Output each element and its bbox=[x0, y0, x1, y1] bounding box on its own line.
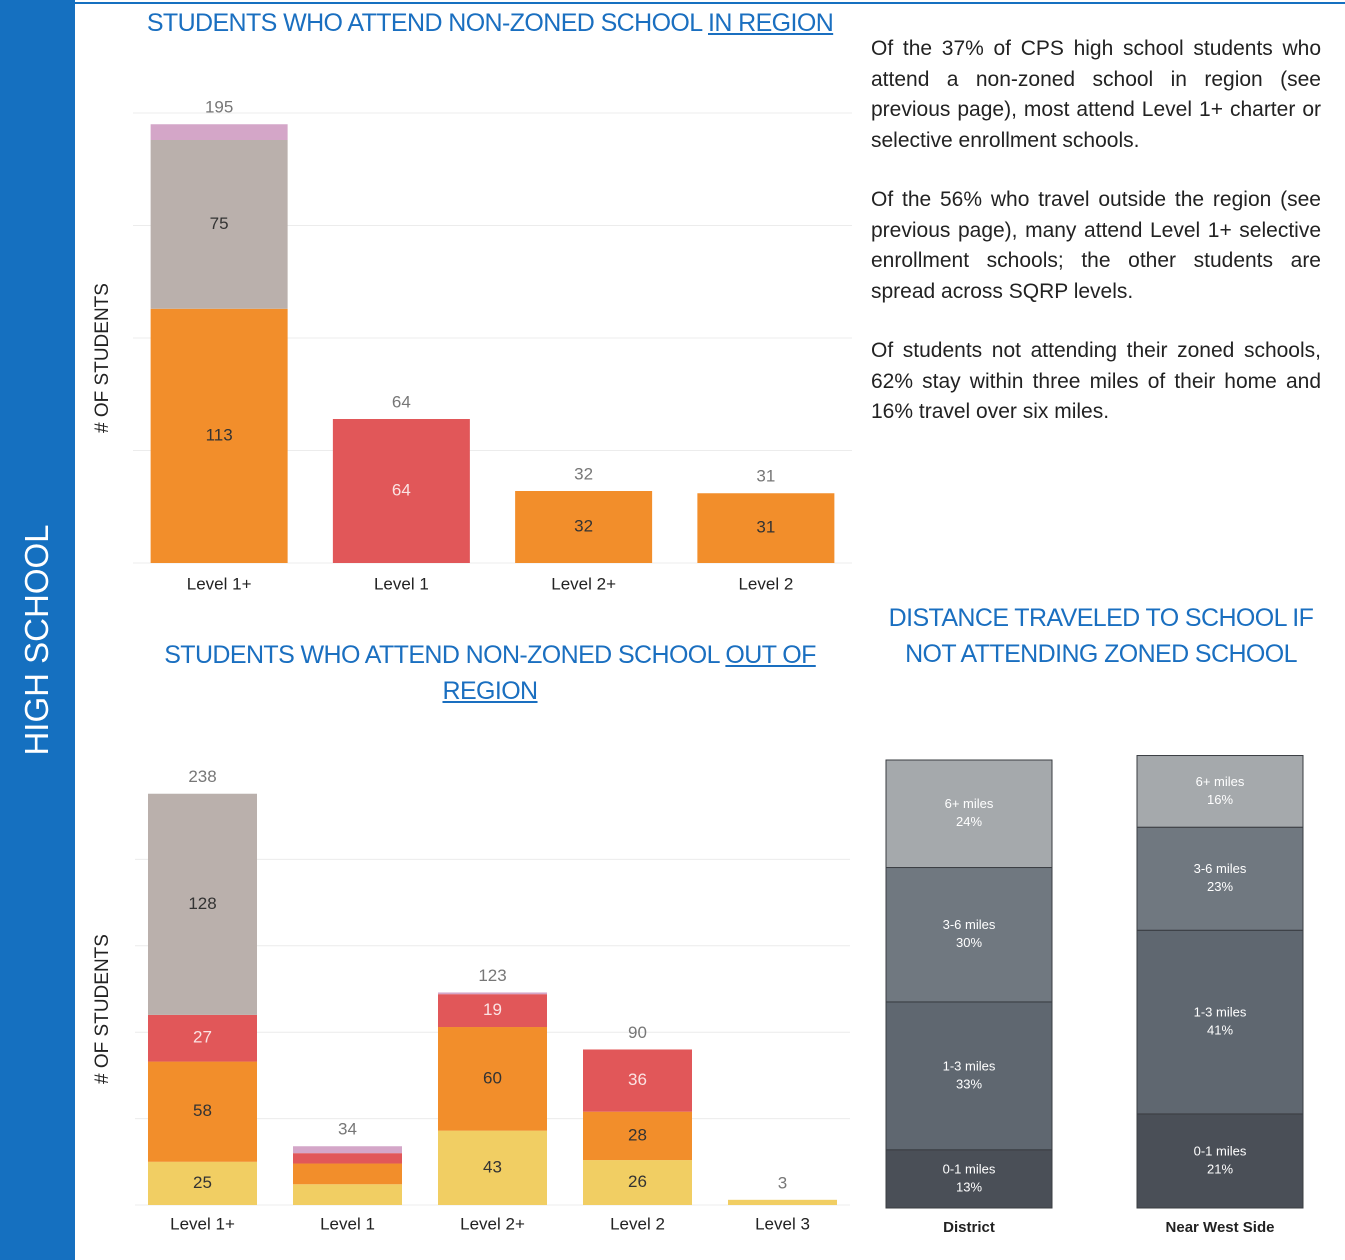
total-label: 34 bbox=[338, 1120, 357, 1139]
x-tick-label: Level 3 bbox=[755, 1214, 810, 1233]
bar-segment bbox=[1136, 755, 1304, 828]
data-label: 23% bbox=[1207, 879, 1233, 894]
bar-segment bbox=[293, 1153, 402, 1164]
x-tick-label: Level 2+ bbox=[551, 574, 616, 593]
segment-name: 3-6 miles bbox=[1194, 861, 1247, 876]
bar-segment bbox=[150, 308, 288, 563]
segment-name: 1-3 miles bbox=[1194, 1005, 1247, 1020]
data-label: 128 bbox=[188, 894, 216, 913]
data-label: 30% bbox=[956, 935, 982, 950]
title-text: DISTANCE TRAVELED TO SCHOOL IF NOT ATTEN… bbox=[888, 604, 1314, 668]
segment-name: 0-1 miles bbox=[943, 1161, 996, 1176]
bar-segment bbox=[1136, 1113, 1304, 1209]
bar-segment bbox=[438, 1130, 547, 1205]
data-label: 75 bbox=[210, 214, 229, 233]
segment-name: 3-6 miles bbox=[943, 917, 996, 932]
x-tick-label: Level 1+ bbox=[187, 574, 252, 593]
segment-name: 1-3 miles bbox=[943, 1058, 996, 1073]
data-label: 28 bbox=[628, 1125, 647, 1144]
data-label: 113 bbox=[206, 425, 233, 444]
data-label: 26 bbox=[628, 1172, 647, 1191]
data-label: 60 bbox=[483, 1068, 502, 1087]
bar-segment bbox=[150, 140, 288, 309]
bar-segment bbox=[583, 1049, 692, 1112]
data-label: 32 bbox=[574, 516, 593, 535]
data-label: 36 bbox=[628, 1070, 647, 1089]
chart-title: STUDENTS WHO ATTEND NON-ZONED SCHOOL OUT… bbox=[135, 637, 845, 709]
x-tick-label: Near West Side bbox=[1166, 1219, 1275, 1236]
bar-segment bbox=[583, 1160, 692, 1205]
total-label: 64 bbox=[392, 392, 411, 411]
data-label: 41% bbox=[1207, 1023, 1233, 1038]
chart-title: STUDENTS WHO ATTEND NON-ZONED SCHOOL IN … bbox=[140, 5, 840, 41]
bar-segment bbox=[697, 493, 835, 563]
bar-segment bbox=[148, 1061, 257, 1162]
top-rule bbox=[75, 2, 1345, 4]
bar-segment bbox=[148, 1161, 257, 1205]
segment-name: 0-1 miles bbox=[1194, 1143, 1247, 1158]
total-label: 32 bbox=[574, 464, 593, 483]
bar-segment bbox=[885, 1149, 1053, 1209]
bar-segment bbox=[515, 491, 653, 563]
bar-segment bbox=[332, 419, 470, 563]
bar-segment bbox=[885, 1001, 1053, 1151]
bar-segment bbox=[583, 1111, 692, 1161]
data-label: 19 bbox=[483, 1000, 502, 1019]
x-tick-label: Level 2+ bbox=[460, 1214, 525, 1233]
total-label: 123 bbox=[478, 966, 506, 985]
bar-segment bbox=[438, 1027, 547, 1131]
y-axis-label: # OF STUDENTS bbox=[92, 934, 113, 1084]
title-text: STUDENTS WHO ATTEND NON-ZONED SCHOOL bbox=[164, 641, 720, 669]
total-label: 31 bbox=[756, 467, 775, 486]
data-label: 27 bbox=[193, 1028, 212, 1047]
total-label: 90 bbox=[628, 1023, 647, 1042]
paragraph: Of the 37% of CPS high school students w… bbox=[871, 37, 1321, 152]
paragraph: Of the 56% who travel outside the region… bbox=[871, 188, 1321, 303]
bar-segment bbox=[148, 1014, 257, 1062]
paragraph: Of students not attending their zoned sc… bbox=[871, 339, 1321, 423]
x-tick-label: District bbox=[943, 1219, 995, 1236]
sidebar: HIGH SCHOOL bbox=[0, 0, 75, 1260]
data-label: 16% bbox=[1207, 792, 1233, 807]
segment-name: 6+ miles bbox=[945, 796, 994, 811]
bar-segment bbox=[885, 759, 1053, 869]
y-axis-label: # OF STUDENTS bbox=[92, 283, 113, 433]
chart-title: DISTANCE TRAVELED TO SCHOOL IF NOT ATTEN… bbox=[868, 600, 1334, 672]
bar-segment bbox=[885, 867, 1053, 1003]
data-label: 43 bbox=[483, 1157, 502, 1176]
bar-segment bbox=[293, 1146, 402, 1154]
title-text: STUDENTS WHO ATTEND NON-ZONED SCHOOL bbox=[146, 9, 702, 37]
bar-segment bbox=[293, 1184, 402, 1205]
data-label: 24% bbox=[956, 814, 982, 829]
bar-segment bbox=[1136, 826, 1304, 931]
x-tick-label: Level 1 bbox=[374, 574, 429, 593]
data-label: 13% bbox=[956, 1179, 982, 1194]
commentary: Of the 37% of CPS high school students w… bbox=[871, 34, 1321, 457]
total-label: 3 bbox=[778, 1173, 787, 1192]
x-tick-label: Level 1+ bbox=[170, 1214, 235, 1233]
data-label: 21% bbox=[1207, 1161, 1233, 1176]
x-tick-label: Level 2 bbox=[738, 574, 793, 593]
data-label: 31 bbox=[756, 518, 775, 537]
bar-segment bbox=[293, 1163, 402, 1185]
data-label: 33% bbox=[956, 1076, 982, 1091]
x-tick-label: Level 1 bbox=[320, 1214, 375, 1233]
bar-segment bbox=[148, 793, 257, 1015]
bar-segment bbox=[438, 992, 547, 995]
title-emphasis: OUT OF REGION bbox=[442, 641, 816, 705]
total-label: 195 bbox=[205, 98, 233, 117]
bar-segment bbox=[150, 124, 288, 140]
bar-segment bbox=[438, 994, 547, 1028]
data-label: 58 bbox=[193, 1101, 212, 1120]
data-label: 25 bbox=[193, 1173, 212, 1192]
title-emphasis: IN REGION bbox=[708, 9, 834, 37]
segment-name: 6+ miles bbox=[1196, 774, 1245, 789]
x-tick-label: Level 2 bbox=[610, 1214, 665, 1233]
total-label: 238 bbox=[188, 767, 216, 786]
data-label: 64 bbox=[392, 480, 411, 499]
bar-segment bbox=[728, 1199, 837, 1205]
